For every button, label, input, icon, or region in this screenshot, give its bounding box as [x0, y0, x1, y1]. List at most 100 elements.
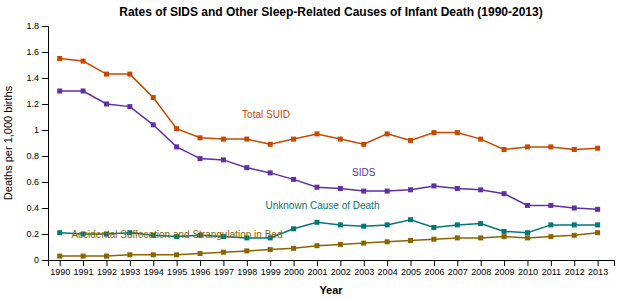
marker [174, 252, 179, 257]
marker [455, 186, 460, 191]
x-tick-label: 2007 [448, 267, 468, 277]
x-tick-label: 2008 [471, 267, 491, 277]
marker [221, 250, 226, 255]
marker [268, 170, 273, 175]
x-tick-mark [270, 260, 271, 266]
x-tick: 2000 [284, 260, 304, 277]
x-tick: 2003 [354, 260, 374, 277]
x-tick: 1995 [167, 260, 187, 277]
marker [291, 246, 296, 251]
marker [174, 126, 179, 131]
marker [104, 102, 109, 107]
x-tick-mark [387, 260, 388, 266]
title: Rates of SIDS and Other Sleep-Related Ca… [119, 5, 542, 19]
marker [104, 254, 109, 259]
annotation: Accidental Suffocation and Strangulation… [71, 229, 282, 240]
y-tick-mark [42, 182, 48, 183]
marker [81, 59, 86, 64]
marker [502, 229, 507, 234]
y-axis-title: Deaths per 1,000 births [2, 85, 14, 200]
marker [361, 189, 366, 194]
x-tick-mark [294, 260, 295, 266]
marker [572, 222, 577, 227]
y-tick: 1.8 [26, 21, 48, 31]
chart: 1990199119921993199419951996199719981999… [0, 0, 626, 302]
marker [81, 254, 86, 259]
x-tick-label: 2010 [518, 267, 538, 277]
x-tick: 2001 [307, 260, 327, 277]
marker [338, 222, 343, 227]
marker [408, 187, 413, 192]
annotations: Total SUIDSIDSUnknown Cause of DeathAcci… [71, 109, 379, 240]
series-line [60, 91, 598, 209]
marker [502, 234, 507, 239]
marker [338, 186, 343, 191]
y-tick-label: 1.2 [26, 99, 39, 109]
y-tick-label: 1.8 [26, 21, 39, 31]
marker [57, 56, 62, 61]
x-tick-mark [574, 260, 575, 266]
x-tick-label: 2011 [542, 267, 561, 277]
marker [431, 183, 436, 188]
x-tick-mark [504, 260, 505, 266]
y-tick-mark [42, 26, 48, 27]
marker [431, 225, 436, 230]
x-tick: 2004 [378, 260, 398, 277]
y-tick-mark [42, 104, 48, 105]
marker [595, 230, 600, 235]
x-tick: 1996 [191, 260, 211, 277]
x-tick: 2011 [542, 260, 561, 277]
marker [431, 237, 436, 242]
series-markers [57, 89, 600, 212]
x-tick-label: 1995 [167, 267, 187, 277]
x-tick-mark [223, 260, 224, 266]
marker [525, 235, 530, 240]
x-tick-label: 1998 [237, 267, 257, 277]
x-tick-mark [153, 260, 154, 266]
marker [525, 230, 530, 235]
marker [314, 131, 319, 136]
marker [548, 144, 553, 149]
marker [127, 72, 132, 77]
x-tick-mark [200, 260, 201, 266]
x-tick-label: 2013 [588, 267, 608, 277]
marker [361, 241, 366, 246]
marker [431, 130, 436, 135]
marker [361, 224, 366, 229]
marker [221, 137, 226, 142]
x-tick-mark [60, 260, 61, 266]
y-tick-label: 0 [34, 255, 39, 265]
marker [478, 187, 483, 192]
x-tick: 1993 [120, 260, 140, 277]
y-tick-mark [42, 52, 48, 53]
marker [595, 222, 600, 227]
plot-area: 1990199119921993199419951996199719981999… [26, 21, 614, 277]
x-axis: 1990199119921993199419951996199719981999… [49, 260, 615, 277]
x-tick: 2012 [565, 260, 585, 277]
marker [198, 251, 203, 256]
annotation: Unknown Cause of Death [266, 200, 380, 211]
y-tick: 1.6 [26, 47, 48, 57]
x-tick-mark [411, 260, 412, 266]
x-tick: 2006 [424, 260, 444, 277]
marker [385, 189, 390, 194]
marker [525, 144, 530, 149]
marker [268, 142, 273, 147]
y-tick-label: 1 [34, 125, 39, 135]
y-axis-line [42, 27, 49, 261]
y-tick-mark [42, 78, 48, 79]
x-tick-label: 1993 [120, 267, 140, 277]
y-tick-mark [42, 208, 48, 209]
y-tick-label: 0.4 [26, 203, 39, 213]
y-tick: 0.8 [26, 151, 48, 161]
marker [455, 130, 460, 135]
x-tick-mark [340, 260, 341, 266]
y-tick: 1.4 [26, 73, 48, 83]
marker [151, 122, 156, 127]
marker [408, 217, 413, 222]
y-tick-label: 0.6 [26, 177, 39, 187]
y-tick-mark [42, 130, 48, 131]
x-tick-label: 2002 [331, 267, 351, 277]
x-tick-mark [177, 260, 178, 266]
marker [198, 135, 203, 140]
